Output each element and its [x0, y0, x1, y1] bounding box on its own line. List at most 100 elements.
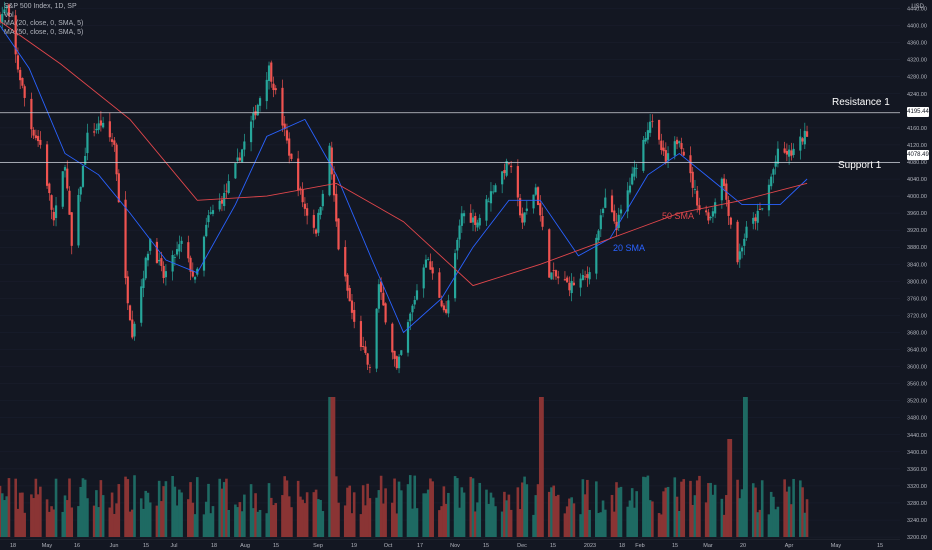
volume-bar — [745, 397, 748, 537]
volume-bar — [783, 479, 786, 537]
volume-bar — [0, 493, 4, 537]
candle-body — [243, 141, 246, 150]
volume-bar — [523, 476, 526, 537]
volume-bar — [45, 499, 49, 537]
volume-bar — [742, 397, 746, 537]
price-tick-label: 3280.00 — [907, 501, 927, 507]
legend-ma50[interactable]: MA (50, close, 0, SMA, 5) — [4, 28, 84, 36]
time-tick-label: 2023 — [584, 543, 596, 549]
volume-bar — [39, 486, 42, 537]
time-tick-label: 17 — [417, 543, 423, 549]
volume-bar — [707, 483, 710, 537]
volume-bar — [319, 499, 322, 537]
candle-body — [579, 278, 582, 288]
candle-body — [705, 210, 708, 213]
candle-body — [48, 183, 51, 194]
volume-bar — [615, 482, 618, 537]
time-axis[interactable]: 18 May 16 Jun 15 Jul 18 Aug 15 Sep 19 Oct 17 Nov 15 Dec… — [0, 539, 900, 550]
candle-body — [646, 130, 649, 140]
candle-body — [519, 198, 522, 216]
time-tick-label: Aug — [240, 543, 250, 549]
candle-body — [220, 199, 224, 204]
legend-volume[interactable]: Vol — [4, 11, 14, 19]
candle-body — [281, 87, 284, 126]
price-tick-label: 4000.00 — [907, 194, 927, 200]
candle-body — [265, 79, 268, 102]
legend-ma20[interactable]: MA (20, close, 0, SMA, 5) — [4, 20, 84, 27]
candle-body — [236, 157, 239, 161]
candle-body — [604, 197, 607, 208]
candle-body — [252, 112, 255, 121]
candle-body — [740, 247, 744, 252]
candle-body — [666, 153, 670, 161]
volume-bar — [612, 511, 616, 537]
volume-bar — [397, 481, 401, 537]
volume-bar — [352, 492, 356, 537]
volume-bar — [570, 497, 573, 537]
price-axis[interactable]: 4440.00 4400.00 4360.00 4320.00 4280.00 4240.… — [907, 7, 927, 550]
volume-bar — [581, 479, 585, 537]
resistance-label: Resistance 1 — [832, 97, 890, 108]
volume-bar — [243, 494, 246, 537]
volume-bar — [332, 397, 336, 537]
volume-bar — [99, 480, 103, 537]
price-tick-label: 3720.00 — [907, 313, 927, 319]
volume-bar — [471, 478, 475, 537]
volume-bar — [204, 501, 208, 537]
volume-bar — [312, 492, 316, 537]
volume-bar — [272, 505, 275, 537]
candle-body — [234, 163, 237, 179]
candle-body — [801, 138, 804, 142]
volume-bar — [63, 495, 67, 537]
time-tick-label: 18 — [211, 543, 217, 549]
volume-bar — [586, 479, 589, 537]
volume-bar — [346, 487, 349, 537]
volume-bar — [503, 491, 506, 537]
volume-bar — [769, 491, 773, 537]
time-tick-label: 20 — [740, 543, 746, 549]
volume-bar — [601, 500, 605, 537]
candle-body — [14, 15, 17, 55]
candle-body — [359, 321, 363, 347]
volume-bar — [675, 496, 679, 537]
candle-body — [202, 236, 206, 271]
candle-body — [707, 212, 710, 221]
volume-bar — [617, 487, 621, 537]
candle-body — [306, 208, 309, 216]
candle-body — [45, 144, 49, 186]
candle-body — [7, 4, 11, 17]
candle-body — [211, 210, 215, 214]
volume-bar — [521, 482, 524, 537]
time-tick-label: 15 — [672, 543, 678, 549]
candle-body — [285, 130, 289, 141]
volume-bar — [343, 505, 347, 537]
volume-bar — [30, 494, 33, 537]
candle-body — [693, 189, 697, 190]
candle-body — [23, 86, 26, 98]
candle-body — [272, 83, 275, 91]
legend-title[interactable]: S&P 500 Index, 1D, SP — [4, 3, 77, 10]
price-tick-label: 3920.00 — [907, 228, 927, 234]
volume-bar — [785, 491, 789, 537]
volume-bar — [83, 479, 87, 537]
volume-bar — [725, 495, 728, 537]
volume-bar — [5, 496, 9, 537]
candle-body — [176, 249, 179, 255]
candle-body — [698, 205, 701, 211]
volume-bar — [97, 507, 100, 537]
candle-body — [563, 279, 567, 281]
candle-body — [584, 276, 587, 278]
volume-bar — [534, 495, 538, 537]
volume-bar — [799, 480, 802, 537]
volume-bar — [588, 509, 591, 537]
candle-body — [438, 272, 441, 298]
volume-bar — [713, 484, 717, 537]
candle-body — [790, 150, 793, 156]
candle-body — [550, 272, 553, 280]
volume-bar — [16, 508, 20, 537]
volume-bar — [424, 493, 428, 537]
volume-bar — [334, 476, 338, 537]
volume-bar — [164, 481, 168, 537]
candle-body — [77, 194, 80, 246]
